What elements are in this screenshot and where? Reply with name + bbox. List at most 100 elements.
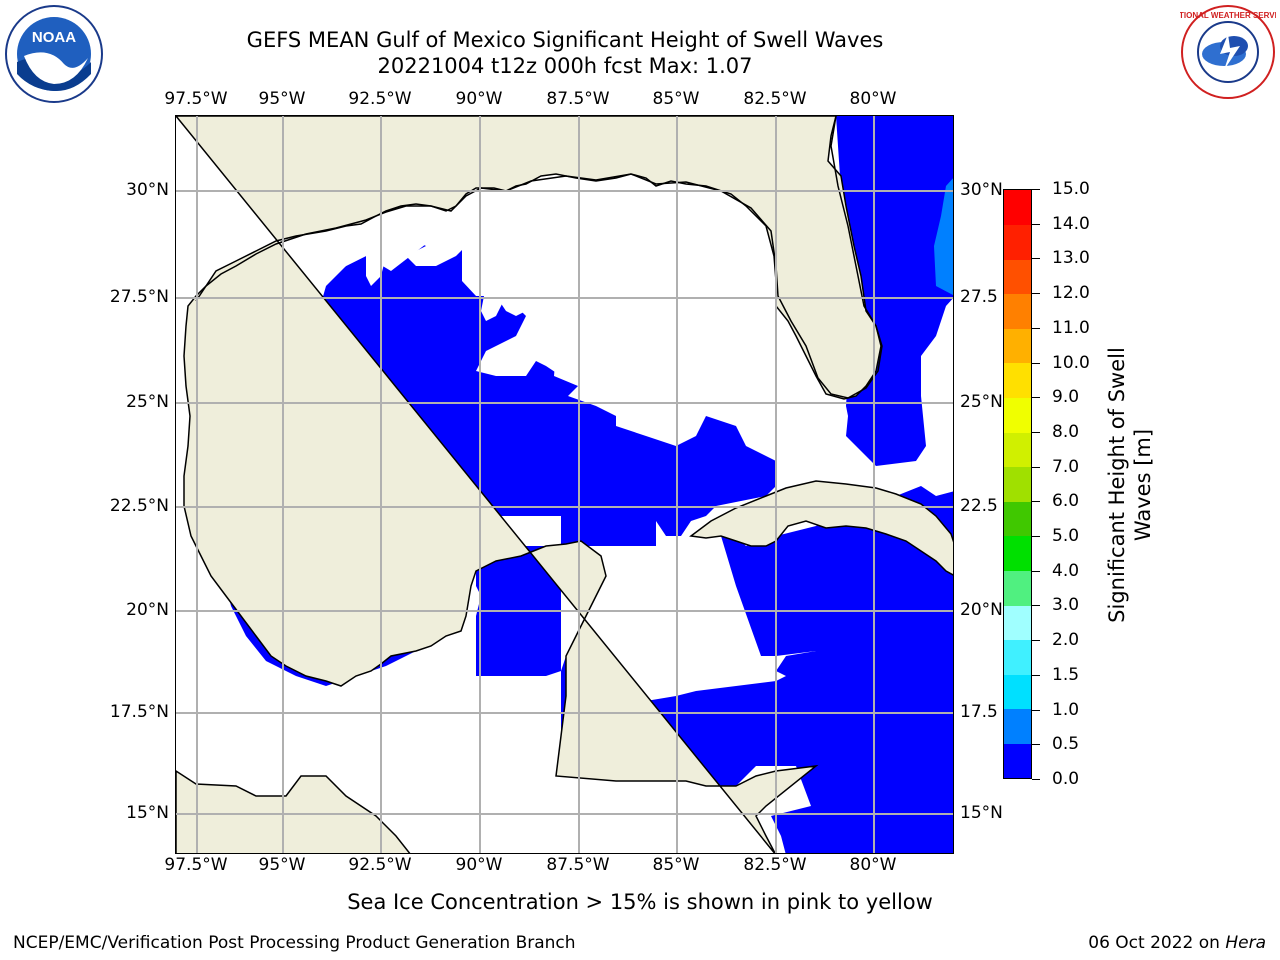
- lat-label-left: 17.5°N: [109, 702, 169, 722]
- svg-text:NATIONAL WEATHER SERVICE: NATIONAL WEATHER SERVICE: [1180, 11, 1276, 20]
- colorbar-tick-label: 10.0: [1052, 352, 1090, 373]
- colorbar-tick-label: 1.5: [1052, 664, 1080, 685]
- lat-label-left: 15°N: [126, 803, 169, 823]
- colorbar-tick: [1032, 362, 1040, 364]
- colorbar-tick: [1032, 189, 1040, 190]
- colorbar-segment: [1004, 328, 1031, 364]
- credit-date: 06 Oct 2022 on Hera: [1088, 933, 1266, 953]
- lon-label-top: 92.5°W: [348, 89, 412, 109]
- lon-label-top: 95°W: [258, 89, 306, 109]
- colorbar-tick: [1032, 466, 1040, 468]
- colorbar-segment: [1004, 639, 1031, 675]
- noaa-logo: NOAA: [4, 4, 104, 104]
- colorbar-tick: [1032, 223, 1040, 225]
- colorbar: [1003, 189, 1032, 779]
- svg-text:NOAA: NOAA: [32, 29, 76, 46]
- lon-label-top: 87.5°W: [546, 89, 610, 109]
- lon-label-top: 97.5°W: [164, 89, 228, 109]
- colorbar-tick: [1032, 501, 1040, 503]
- lon-label-bottom: 82.5°W: [743, 855, 807, 875]
- colorbar-tick-label: 8.0: [1052, 421, 1080, 442]
- colorbar-segment: [1004, 570, 1031, 606]
- colorbar-tick-label: 3.0: [1052, 595, 1080, 616]
- colorbar-tick-label: 11.0: [1052, 317, 1090, 338]
- lon-label-bottom: 87.5°W: [546, 855, 610, 875]
- colorbar-segment: [1004, 224, 1031, 260]
- colorbar-tick: [1032, 258, 1040, 260]
- colorbar-tick-label: 12.0: [1052, 283, 1090, 304]
- colorbar-tick-label: 5.0: [1052, 526, 1080, 547]
- colorbar-tick: [1032, 744, 1040, 746]
- colorbar-tick: [1032, 674, 1040, 676]
- land-cuba: [689, 480, 953, 576]
- lon-label-bottom: 80°W: [849, 855, 897, 875]
- lat-label-right: 20°N: [960, 600, 1003, 620]
- colorbar-tick: [1032, 536, 1040, 538]
- lon-label-bottom: 95°W: [258, 855, 306, 875]
- lon-label-top: 85°W: [652, 89, 700, 109]
- colorbar-tick: [1032, 640, 1040, 642]
- lat-label-right: 30°N: [960, 180, 1003, 200]
- colorbar-tick-label: 13.0: [1052, 248, 1090, 269]
- colorbar-tick: [1032, 709, 1040, 711]
- sea-ice-footnote: Sea Ice Concentration > 15% is shown in …: [347, 890, 933, 914]
- colorbar-tick: [1032, 431, 1040, 433]
- colorbar-tick-label: 0.5: [1052, 734, 1080, 755]
- credit-host: Hera: [1225, 933, 1266, 953]
- lat-label-right: 27.5: [960, 287, 998, 307]
- lon-label-top: 82.5°W: [743, 89, 807, 109]
- colorbar-tick: [1032, 605, 1040, 607]
- credit-date-text: 06 Oct 2022 on: [1088, 933, 1220, 953]
- colorbar-tick-label: 2.0: [1052, 630, 1080, 651]
- colorbar-tick-label: 7.0: [1052, 456, 1080, 477]
- colorbar-segment: [1004, 708, 1031, 744]
- colorbar-tick-label: 6.0: [1052, 491, 1080, 512]
- nws-logo: NATIONAL WEATHER SERVICE: [1168, 4, 1280, 100]
- coastline-gulf-north: [195, 116, 883, 399]
- colorbar-segment: [1004, 674, 1031, 710]
- colorbar-title: Significant Height of Swell Waves [m]: [1104, 285, 1156, 685]
- colorbar-segment: [1004, 466, 1031, 502]
- lat-label-right: 17.5: [960, 702, 998, 722]
- map-subtitle: 20221004 t12z 000h fcst Max: 1.07: [377, 54, 753, 78]
- credit-branch: NCEP/EMC/Verification Post Processing Pr…: [13, 933, 576, 953]
- map-panel: [175, 115, 954, 854]
- colorbar-tick-label: 14.0: [1052, 213, 1090, 234]
- lat-label-left: 20°N: [126, 600, 169, 620]
- colorbar-tick: [1032, 779, 1040, 780]
- colorbar-tick: [1032, 397, 1040, 399]
- lat-label-left: 30°N: [126, 180, 169, 200]
- colorbar-segment: [1004, 605, 1031, 641]
- graticule: [176, 116, 953, 853]
- colorbar-segment: [1004, 535, 1031, 571]
- colorbar-segment: [1004, 259, 1031, 295]
- colorbar-tick-label: 15.0: [1052, 179, 1090, 199]
- map-title: GEFS MEAN Gulf of Mexico Significant Hei…: [246, 28, 884, 52]
- lon-label-bottom: 92.5°W: [348, 855, 412, 875]
- colorbar-segment: [1004, 501, 1031, 537]
- lat-label-left: 22.5°N: [109, 496, 169, 516]
- colorbar-segment: [1004, 432, 1031, 468]
- lon-label-bottom: 97.5°W: [164, 855, 228, 875]
- colorbar-tick: [1032, 327, 1040, 329]
- lon-label-bottom: 85°W: [652, 855, 700, 875]
- lat-label-left: 25°N: [126, 392, 169, 412]
- colorbar-title-line2: Waves [m]: [1131, 428, 1155, 542]
- colorbar-segment: [1004, 293, 1031, 329]
- colorbar-tick: [1032, 570, 1040, 572]
- lat-label-right: 25°N: [960, 392, 1003, 412]
- colorbar-segment: [1004, 362, 1031, 399]
- lon-label-top: 80°W: [849, 89, 897, 109]
- colorbar-tick-label: 9.0: [1052, 387, 1080, 408]
- lon-label-bottom: 90°W: [455, 855, 503, 875]
- colorbar-segment: [1004, 743, 1031, 779]
- colorbar-tick-label: 4.0: [1052, 560, 1080, 581]
- colorbar-segment: [1004, 397, 1031, 433]
- lon-label-top: 90°W: [455, 89, 503, 109]
- lat-label-right: 15°N: [960, 803, 1003, 823]
- colorbar-title-line1: Significant Height of Swell: [1105, 347, 1129, 623]
- swell-field-mid-e: [934, 178, 953, 295]
- lat-label-right: 22.5: [960, 496, 998, 516]
- colorbar-tick-label: 1.0: [1052, 699, 1080, 720]
- colorbar-tick-label: 0.0: [1052, 769, 1080, 789]
